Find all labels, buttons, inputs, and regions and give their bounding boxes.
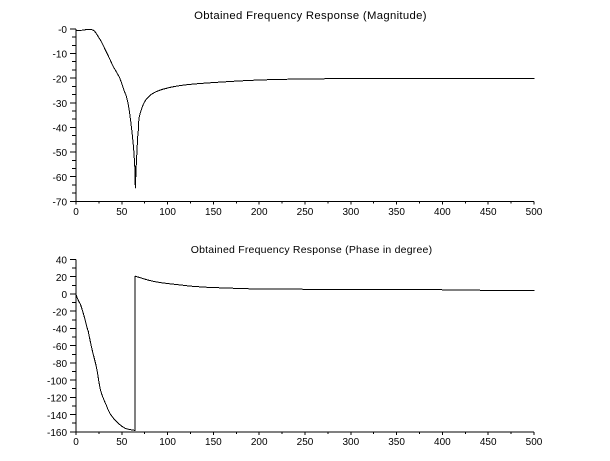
svg-text:-40: -40 xyxy=(53,325,68,336)
svg-text:-60: -60 xyxy=(53,173,68,184)
svg-text:250: 250 xyxy=(297,437,314,448)
svg-text:0: 0 xyxy=(73,437,79,448)
svg-text:-120: -120 xyxy=(47,394,67,405)
svg-text:200: 200 xyxy=(251,207,268,218)
svg-text:-140: -140 xyxy=(47,411,67,422)
svg-text:-160: -160 xyxy=(47,428,67,439)
svg-text:350: 350 xyxy=(388,207,405,218)
svg-text:-30: -30 xyxy=(53,99,68,110)
svg-text:Obtained Frequency Response (P: Obtained Frequency Response (Phase in de… xyxy=(191,244,433,256)
svg-text:0: 0 xyxy=(61,290,67,301)
svg-text:300: 300 xyxy=(342,437,359,448)
svg-text:150: 150 xyxy=(205,437,222,448)
svg-text:300: 300 xyxy=(342,207,359,218)
svg-text:150: 150 xyxy=(205,207,222,218)
svg-text:50: 50 xyxy=(116,437,128,448)
svg-text:-40: -40 xyxy=(53,124,68,135)
svg-text:50: 50 xyxy=(116,207,128,218)
svg-text:100: 100 xyxy=(159,437,176,448)
svg-text:500: 500 xyxy=(526,207,543,218)
svg-text:-50: -50 xyxy=(53,148,68,159)
svg-text:400: 400 xyxy=(434,437,451,448)
svg-text:0: 0 xyxy=(73,207,79,218)
svg-text:450: 450 xyxy=(480,207,497,218)
svg-text:-20: -20 xyxy=(53,74,68,85)
svg-text:40: 40 xyxy=(56,256,68,267)
svg-text:200: 200 xyxy=(251,437,268,448)
svg-text:Obtained Frequency Response (M: Obtained Frequency Response (Magnitude) xyxy=(194,10,427,22)
svg-text:400: 400 xyxy=(434,207,451,218)
svg-text:-100: -100 xyxy=(47,376,67,387)
svg-text:-20: -20 xyxy=(53,307,68,318)
svg-text:-70: -70 xyxy=(53,198,68,209)
svg-text:350: 350 xyxy=(388,437,405,448)
svg-text:-60: -60 xyxy=(53,342,68,353)
svg-text:250: 250 xyxy=(297,207,314,218)
svg-text:20: 20 xyxy=(56,273,68,284)
svg-text:-10: -10 xyxy=(53,50,68,61)
svg-text:450: 450 xyxy=(480,437,497,448)
svg-text:500: 500 xyxy=(526,437,543,448)
svg-text:-80: -80 xyxy=(53,359,68,370)
svg-text:100: 100 xyxy=(159,207,176,218)
svg-text:-0: -0 xyxy=(58,25,67,36)
